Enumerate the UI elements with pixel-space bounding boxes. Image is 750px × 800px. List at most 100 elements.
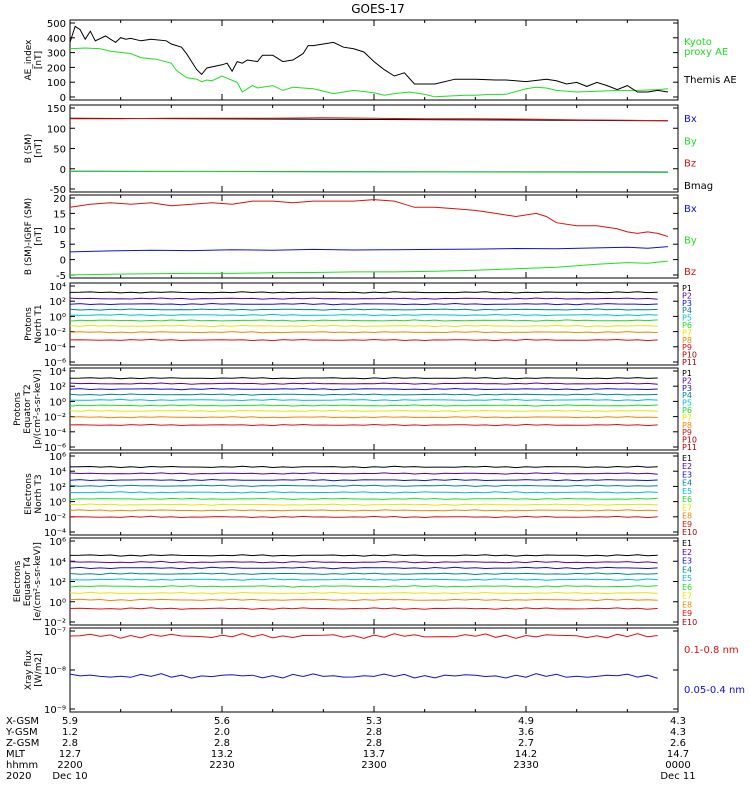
series-group-p_t1 bbox=[69, 291, 658, 342]
series-line bbox=[69, 491, 658, 494]
y-axis-label: [nT] bbox=[34, 227, 44, 245]
ephemeris-footer: X-GSMY-GSMZ-GSMMLThhmm20205.91.22.812.72… bbox=[5, 716, 696, 782]
y-tick-label: 10⁻⁴ bbox=[44, 528, 66, 539]
series-line bbox=[69, 409, 658, 413]
y-tick-label: 10⁻² bbox=[44, 328, 66, 339]
y-axis-label: Electrons bbox=[24, 473, 34, 515]
series-line bbox=[69, 313, 658, 317]
y-tick-label: 10 bbox=[53, 225, 66, 236]
y-axis-label: B (SM)-IGRF (SM) bbox=[24, 198, 34, 275]
footer-cell: Dec 11 bbox=[660, 771, 695, 782]
legend-label: P5 bbox=[682, 399, 692, 408]
y-tick-label: 10⁻⁹ bbox=[44, 705, 66, 716]
y-tick-label: 400 bbox=[47, 34, 66, 45]
y-tick-label: 300 bbox=[47, 49, 66, 60]
series-line bbox=[69, 319, 658, 322]
legend-label: 0.1-0.8 nm bbox=[684, 645, 739, 656]
legend-label: E10 bbox=[682, 618, 697, 627]
y-axis-label: Xray flux bbox=[24, 649, 34, 690]
footer-cell: 14.2 bbox=[515, 749, 537, 760]
footer-row-label: MLT bbox=[6, 749, 26, 760]
legend-label: P2 bbox=[682, 376, 692, 385]
legend-label: Bx bbox=[684, 204, 697, 215]
series-line bbox=[69, 398, 658, 402]
series-line bbox=[69, 246, 668, 253]
footer-cell: 2.8 bbox=[62, 738, 78, 749]
y-axis-label: [nT] bbox=[34, 51, 44, 69]
footer-cell: 14.7 bbox=[667, 749, 689, 760]
panel-frame bbox=[69, 627, 679, 713]
legend-label: P10 bbox=[682, 436, 697, 445]
legend-label: E6 bbox=[682, 583, 692, 592]
legend-label: E9 bbox=[682, 609, 692, 618]
legend-label: E4 bbox=[682, 565, 692, 574]
y-tick-label: 0 bbox=[60, 256, 66, 267]
panel-bigrf: 20 15 10 5 0 -5 B (SM)-IGRF (SM) [nT] Bx By Bz bbox=[24, 194, 697, 282]
legend-label: Themis AE bbox=[683, 75, 737, 86]
y-axis-label: North T3 bbox=[34, 474, 44, 513]
panel-frame bbox=[69, 19, 679, 101]
legend-label: E6 bbox=[682, 495, 692, 504]
y-axis-label: Protons bbox=[13, 392, 23, 426]
legend-label: E9 bbox=[682, 520, 692, 529]
series-line bbox=[69, 199, 669, 237]
series-line bbox=[69, 585, 658, 588]
series-line bbox=[69, 554, 658, 557]
footer-cell: 0000 bbox=[665, 760, 690, 771]
y-axis-label: Equator T4 bbox=[23, 557, 33, 607]
y-axis-label: Electrons bbox=[13, 560, 23, 602]
footer-cell: 1.2 bbox=[62, 727, 78, 738]
y-tick-label: 10⁴ bbox=[49, 282, 66, 293]
footer-cell: 2.0 bbox=[214, 727, 230, 738]
footer-cell: 2.7 bbox=[518, 738, 534, 749]
footer-cell: 2200 bbox=[57, 760, 82, 771]
series-line bbox=[69, 338, 658, 342]
y-tick-label: 150 bbox=[47, 104, 66, 115]
series-line bbox=[69, 591, 658, 595]
y-tick-label: 50 bbox=[53, 145, 66, 156]
y-tick-label: 10⁻⁶ bbox=[44, 358, 66, 369]
footer-cell: 2.8 bbox=[366, 738, 382, 749]
y-axis-label: Equator T2 bbox=[23, 384, 33, 433]
y-axis-label: Protons bbox=[24, 307, 34, 341]
legend-label: Kyoto bbox=[684, 37, 712, 48]
panel-frame bbox=[69, 537, 679, 626]
y-axis-label: AE_index bbox=[24, 39, 34, 81]
legend-label: P9 bbox=[682, 343, 692, 352]
legend-label: E7 bbox=[682, 592, 692, 601]
series-line bbox=[69, 478, 658, 482]
y-tick-label: 10² bbox=[49, 482, 66, 493]
legend-label: P3 bbox=[682, 299, 692, 308]
legend-label: P10 bbox=[682, 351, 697, 360]
legend-label: P5 bbox=[682, 314, 692, 323]
y-tick-label: 10⁰ bbox=[49, 312, 66, 323]
legend-label: Bz bbox=[684, 267, 696, 278]
legend-label: P6 bbox=[682, 406, 692, 415]
series-group-bsm bbox=[69, 117, 668, 173]
y-tick-label: 0 bbox=[60, 165, 66, 176]
y-tick-label: 15 bbox=[53, 209, 66, 220]
y-axis-label: B (SM) bbox=[24, 134, 34, 164]
legend-label: E2 bbox=[682, 462, 692, 471]
series-line bbox=[69, 509, 658, 512]
legend-label: Bmag bbox=[684, 181, 713, 192]
series-line bbox=[69, 472, 658, 475]
y-tick-label: 10² bbox=[49, 578, 66, 589]
series-line bbox=[69, 170, 668, 173]
footer-cell: 13.2 bbox=[211, 749, 233, 760]
series-line bbox=[69, 382, 658, 385]
footer-cell: 2.8 bbox=[366, 727, 382, 738]
series-line bbox=[69, 25, 668, 93]
legend-label: By bbox=[684, 136, 697, 147]
series-line bbox=[69, 416, 658, 419]
footer-cell: 13.7 bbox=[363, 749, 385, 760]
legend-label: By bbox=[684, 236, 697, 247]
legend-label: E8 bbox=[682, 512, 692, 521]
legend-label: P11 bbox=[682, 443, 697, 452]
y-tick-label: 10⁴ bbox=[49, 367, 66, 378]
panel-frame bbox=[69, 452, 679, 536]
series-line bbox=[69, 497, 658, 501]
series-line bbox=[69, 297, 658, 300]
footer-row-label: hhmm bbox=[6, 760, 38, 771]
